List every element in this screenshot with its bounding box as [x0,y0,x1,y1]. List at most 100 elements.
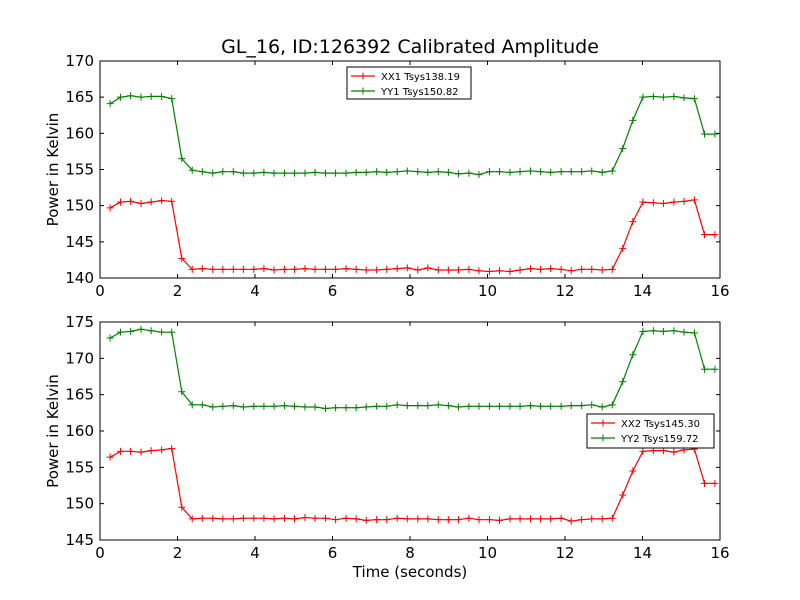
data-point [475,267,483,275]
data-point [659,93,667,101]
data-point [639,447,647,455]
data-point [158,197,166,205]
data-point [537,402,545,410]
data-point [291,265,299,273]
data-point [383,168,391,176]
data-point [106,453,114,461]
data-point [424,515,432,523]
x-tick-label: 16 [710,282,729,300]
data-point [209,169,217,177]
data-point [260,168,268,176]
data-point [649,327,657,335]
x-tick-label: 14 [633,544,652,562]
data-point [219,168,227,176]
data-point [598,168,606,176]
data-point [342,404,350,412]
data-point [239,514,247,522]
data-point [158,92,166,100]
data-point [106,100,114,108]
data-point [680,328,688,336]
data-point [680,197,688,205]
data-point [485,168,493,176]
x-tick-label: 16 [710,544,729,562]
data-point [424,168,432,176]
data-point [496,168,504,176]
data-point [280,265,288,273]
legend-marker [359,87,367,95]
data-point [608,265,616,273]
data-point [311,403,319,411]
data-point [270,266,278,274]
data-point [147,327,155,335]
data-point [250,169,258,177]
data-point [578,516,586,524]
data-point [485,267,493,275]
legend-label: XX2 Tsys145.30 [621,419,700,430]
y-tick-label: 140 [65,269,94,287]
data-point [475,171,483,179]
data-point [342,265,350,273]
x-tick-label: 14 [633,282,652,300]
data-point [373,516,381,524]
data-point [629,467,637,475]
data-point [649,199,657,207]
data-point [414,266,422,274]
data-point [301,513,309,521]
data-point [619,145,627,153]
data-point [537,168,545,176]
y-axis-label: Power in Kelvin [44,374,62,488]
data-point [219,402,227,410]
data-point [444,168,452,176]
data-point [537,265,545,273]
data-point [158,328,166,336]
data-point [332,265,340,273]
data-point [117,328,125,336]
data-point [434,516,442,524]
data-point [260,402,268,410]
data-point [362,403,370,411]
data-point [106,334,114,342]
y-tick-label: 160 [65,422,94,440]
data-point [465,169,473,177]
data-point [393,168,401,176]
data-point [454,266,462,274]
data-point [311,168,319,176]
data-point [229,265,237,273]
data-point [291,515,299,523]
y-axis-label: Power in Kelvin [44,113,62,227]
data-point [219,265,227,273]
data-point [352,515,360,523]
data-point [393,514,401,522]
data-point [383,402,391,410]
data-point [588,401,596,409]
legend: XX1 Tsys138.19 YY1 Tsys150.82 [346,66,472,100]
data-point [198,265,206,273]
data-point [557,514,565,522]
data-point [608,514,616,522]
data-point [434,168,442,176]
data-point [291,169,299,177]
y-tick-label: 155 [65,458,94,476]
data-point [178,503,186,511]
data-point [475,402,483,410]
data-point [598,515,606,523]
data-point [137,199,145,207]
data-point [342,169,350,177]
data-point [301,403,309,411]
data-point [465,265,473,273]
data-point [711,130,719,138]
data-point [209,514,217,522]
data-point [527,515,535,523]
data-point [444,402,452,410]
data-point [578,265,586,273]
data-point [465,402,473,410]
data-point [670,448,678,456]
data-point [547,515,555,523]
x-tick-label: 2 [173,544,183,562]
data-point [260,514,268,522]
y-tick-label: 155 [65,161,94,179]
data-point [362,168,370,176]
data-point [280,514,288,522]
y-tick-label: 170 [65,52,94,70]
data-point [506,515,514,523]
